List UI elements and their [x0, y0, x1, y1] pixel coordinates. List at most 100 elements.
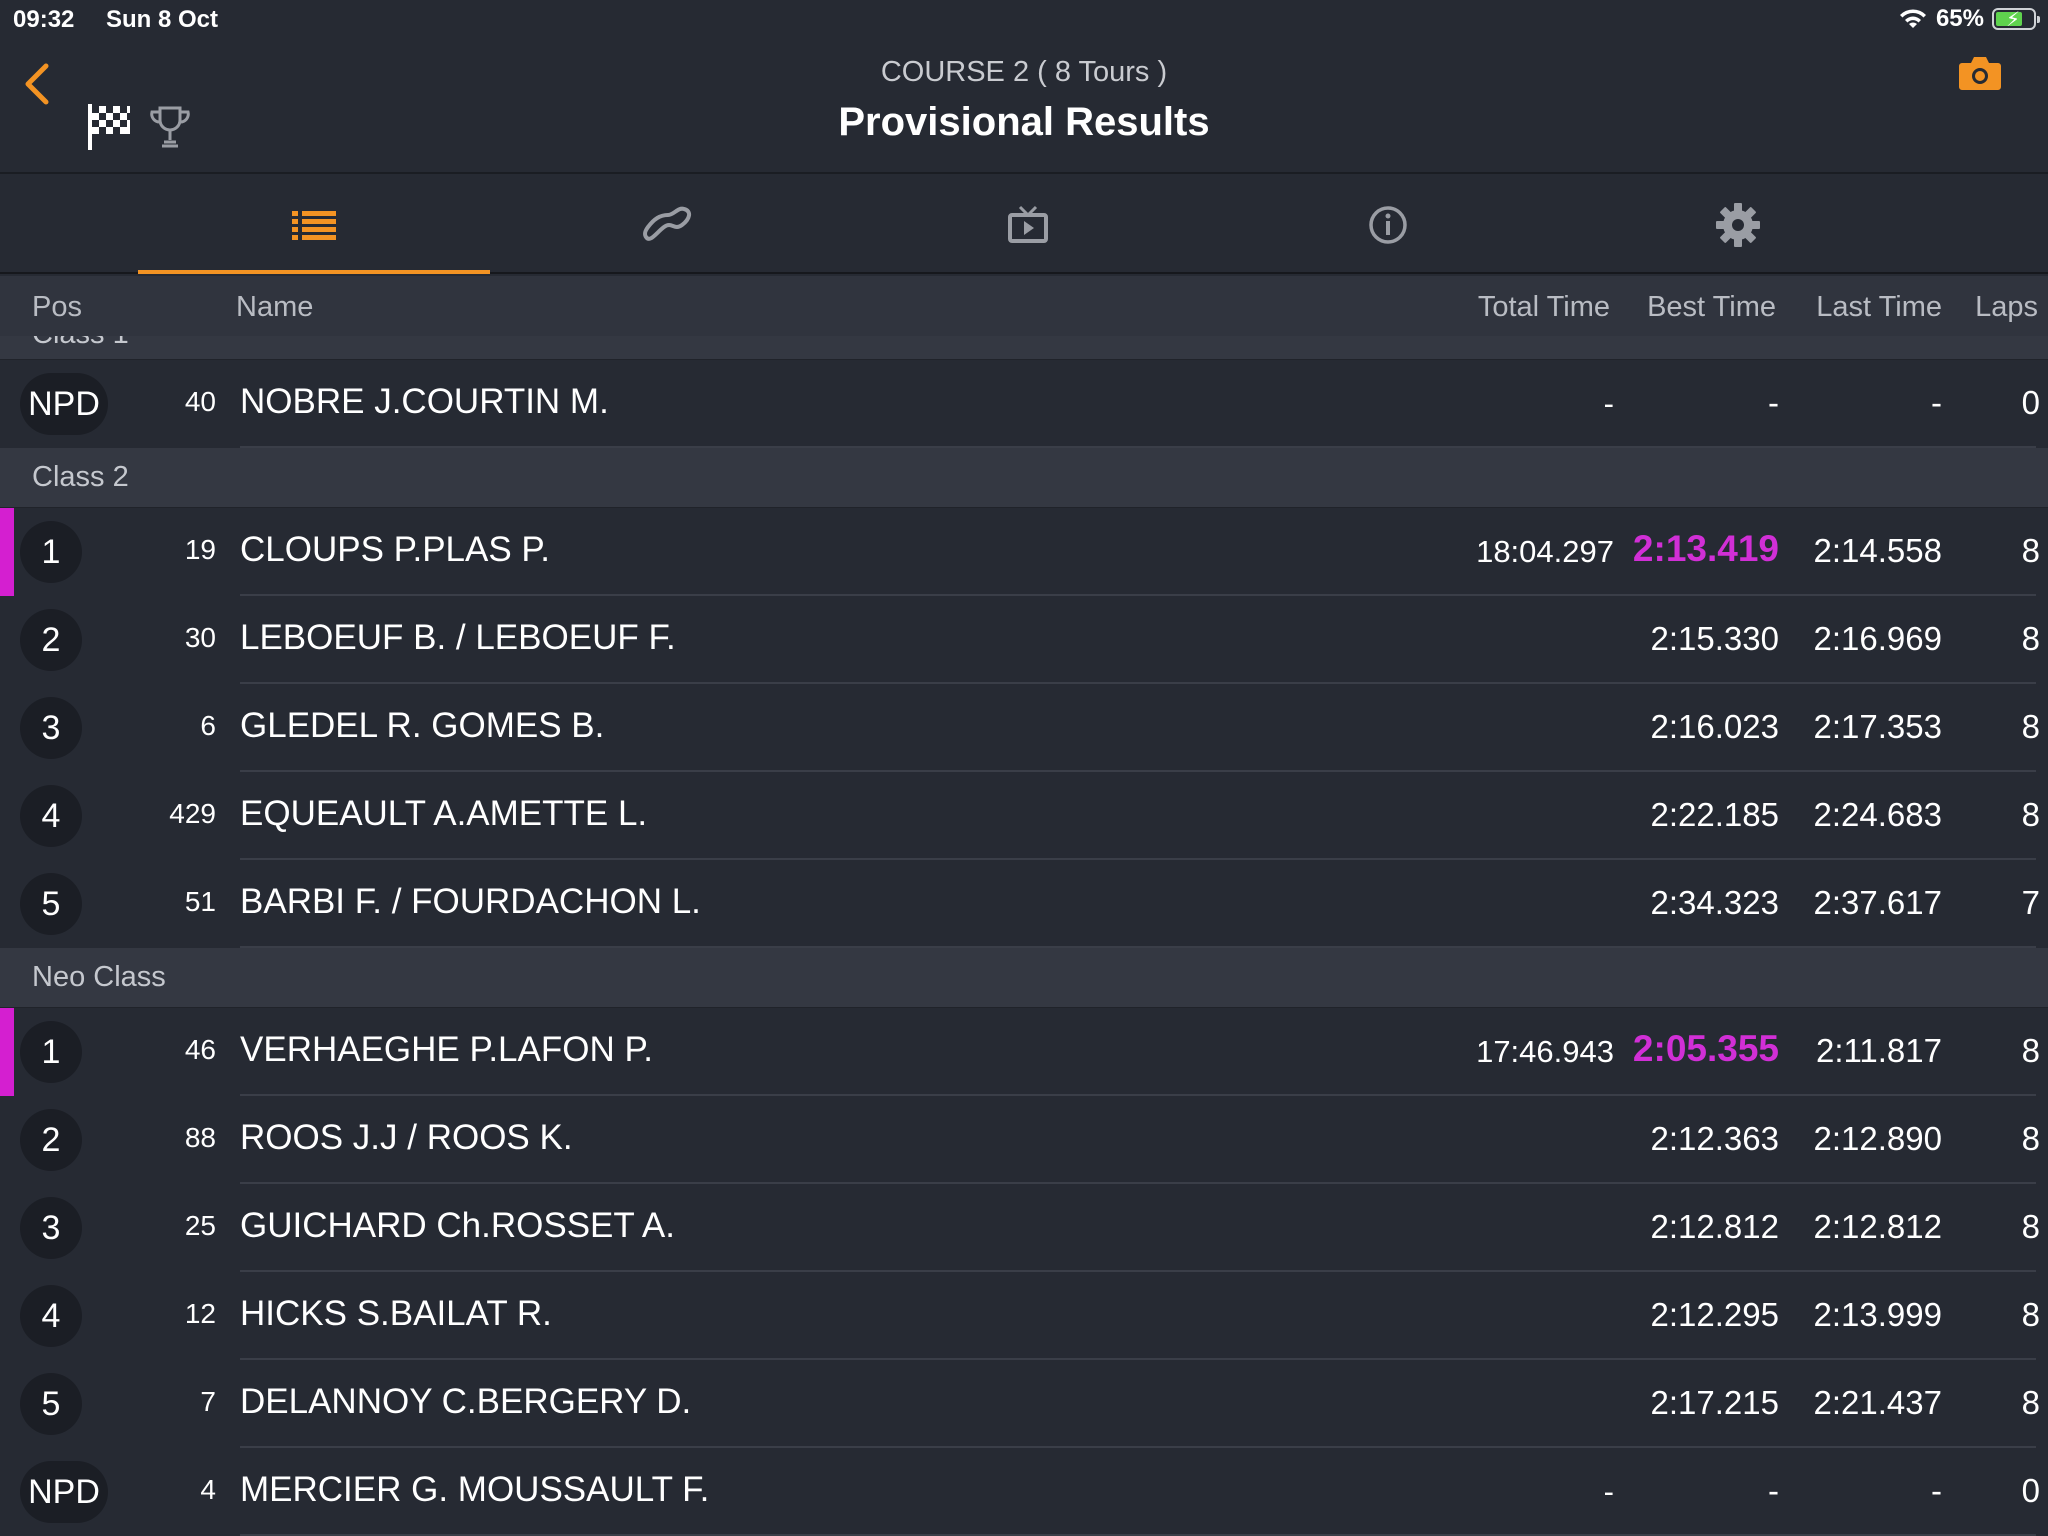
trophy-icon[interactable]: [148, 104, 192, 150]
race-subtitle: COURSE 2 ( 8 Tours ): [880, 56, 1168, 88]
row-divider: [240, 594, 2036, 596]
position-badge: NPD: [20, 373, 108, 435]
car-number: 30: [184, 622, 216, 653]
section-header: Class 2: [0, 448, 2048, 508]
result-row[interactable]: NPD 40 NOBRE J.COURTIN M. - - - 0: [0, 360, 2048, 448]
result-row[interactable]: 4 429 EQUEAULT A.AMETTE L. 2:22.185 2:24.683…: [0, 772, 2048, 860]
position-badge: 1: [20, 521, 82, 583]
laps-count: 8: [2021, 1384, 2040, 1421]
col-pos[interactable]: Pos: [32, 291, 82, 323]
last-time: 2:21.437: [1813, 1384, 1942, 1421]
status-right: 65% ⚡: [1898, 5, 2040, 33]
result-row[interactable]: 4 12 HICKS S.BAILAT R. 2:12.295 2:13.999 8: [0, 1272, 2048, 1360]
nav-header: COURSE 2 ( 8 Tours ) Provisional Results: [0, 40, 2048, 174]
position-badge: NPD: [20, 1461, 108, 1523]
last-time: 2:12.812: [1813, 1208, 1942, 1245]
result-row[interactable]: 3 6 GLEDEL R. GOMES B. 2:16.023 2:17.353 8: [0, 684, 2048, 772]
col-best-time[interactable]: Best Time: [1647, 291, 1776, 323]
laps-count: 8: [2021, 620, 2040, 657]
last-time: 2:24.683: [1813, 796, 1942, 833]
last-time: -: [1931, 1472, 1942, 1509]
row-divider: [240, 446, 2036, 448]
column-header: Pos Name Total Time Best Time Last Time …: [0, 276, 2048, 336]
result-row[interactable]: 2 88 ROOS J.J / ROOS K. 2:12.363 2:12.890 8: [0, 1096, 2048, 1184]
best-time: -: [1768, 384, 1779, 421]
col-laps[interactable]: Laps: [1975, 291, 2038, 323]
col-last-time[interactable]: Last Time: [1816, 291, 1942, 323]
row-divider: [240, 682, 2036, 684]
car-number: 40: [184, 386, 216, 417]
last-time: -: [1931, 384, 1942, 421]
checkered-flag-icon[interactable]: [86, 102, 132, 152]
driver-names: CLOUPS P.PLAS P.: [240, 530, 550, 569]
position-badge: 2: [20, 1109, 82, 1171]
status-bar: 09:32 Sun 8 Oct 65% ⚡: [0, 0, 2048, 40]
driver-names: LEBOEUF B. / LEBOEUF F.: [240, 618, 676, 657]
section-label: Neo Class: [32, 961, 166, 993]
result-row[interactable]: 1 19 CLOUPS P.PLAS P. 18:04.297 2:13.419 2:14…: [0, 508, 2048, 596]
col-name[interactable]: Name: [236, 291, 314, 323]
gear-icon: [1716, 203, 1760, 247]
row-divider: [240, 1358, 2036, 1360]
result-row[interactable]: 1 46 VERHAEGHE P.LAFON P. 17:46.943 2:05.355…: [0, 1008, 2048, 1096]
result-row[interactable]: 2 30 LEBOEUF B. / LEBOEUF F. 2:15.330 2:16.9…: [0, 596, 2048, 684]
tv-icon: [1008, 205, 1048, 243]
driver-names: DELANNOY C.BERGERY D.: [240, 1382, 692, 1421]
total-time: 17:46.943: [1476, 1034, 1614, 1069]
leader-marker: [0, 508, 14, 596]
driver-names: GUICHARD Ch.ROSSET A.: [240, 1206, 676, 1245]
car-number: 51: [184, 886, 216, 917]
best-time: 2:12.812: [1650, 1208, 1779, 1245]
position-badge: 1: [20, 1021, 82, 1083]
position-badge: 4: [20, 1285, 82, 1347]
tab-info[interactable]: [1212, 176, 1564, 274]
result-row[interactable]: 3 25 GUICHARD Ch.ROSSET A. 2:12.812 2:12.812…: [0, 1184, 2048, 1272]
laps-count: 8: [2021, 532, 2040, 569]
camera-icon[interactable]: [1958, 54, 2002, 92]
best-time: 2:12.295: [1650, 1296, 1779, 1333]
section-label: Class 2: [32, 461, 129, 493]
status-date: Sun 8 Oct: [106, 6, 219, 33]
position-badge: 3: [20, 1197, 82, 1259]
battery-icon: ⚡: [1992, 8, 2040, 31]
laps-count: 8: [2021, 1032, 2040, 1069]
row-divider: [240, 1270, 2036, 1272]
laps-count: 8: [2021, 708, 2040, 745]
laps-count: 7: [2021, 884, 2040, 921]
position-badge: 3: [20, 697, 82, 759]
row-divider: [240, 1446, 2036, 1448]
total-time: 18:04.297: [1476, 534, 1614, 569]
last-time: 2:37.617: [1813, 884, 1942, 921]
section-header: Class 1: [0, 336, 2048, 360]
tab-settings[interactable]: [1562, 176, 1914, 274]
driver-names: MERCIER G. MOUSSAULT F.: [240, 1470, 710, 1509]
tab-track[interactable]: [492, 176, 844, 274]
track-icon: [642, 206, 691, 241]
tab-results-list[interactable]: [138, 176, 490, 274]
tab-live-tv[interactable]: [852, 176, 1204, 274]
status-time: 09:32: [13, 6, 75, 33]
result-row[interactable]: 5 51 BARBI F. / FOURDACHON L. 2:34.323 2:37.…: [0, 860, 2048, 948]
back-chevron-icon[interactable]: [18, 60, 58, 108]
laps-count: 8: [2021, 1120, 2040, 1157]
result-row[interactable]: 5 7 DELANNOY C.BERGERY D. 2:17.215 2:21.437 8: [0, 1360, 2048, 1448]
driver-names: NOBRE J.COURTIN M.: [240, 382, 609, 421]
last-time: 2:14.558: [1813, 532, 1942, 569]
car-number: 19: [184, 534, 216, 565]
car-number: 88: [184, 1122, 216, 1153]
row-divider: [240, 858, 2036, 860]
best-time: 2:13.419: [1632, 528, 1779, 569]
last-time: 2:11.817: [1815, 1032, 1942, 1069]
laps-count: 8: [2021, 1208, 2040, 1245]
position-badge: 5: [20, 873, 82, 935]
car-number: 46: [184, 1034, 216, 1065]
result-row[interactable]: NPD 4 MERCIER G. MOUSSAULT F. - - - 0: [0, 1448, 2048, 1536]
car-number: 12: [184, 1298, 216, 1329]
col-total-time[interactable]: Total Time: [1477, 291, 1610, 323]
car-number: 6: [200, 710, 216, 741]
last-time: 2:17.353: [1813, 708, 1942, 745]
position-badge: 2: [20, 609, 82, 671]
driver-names: ROOS J.J / ROOS K.: [240, 1118, 573, 1157]
driver-names: VERHAEGHE P.LAFON P.: [240, 1030, 654, 1069]
